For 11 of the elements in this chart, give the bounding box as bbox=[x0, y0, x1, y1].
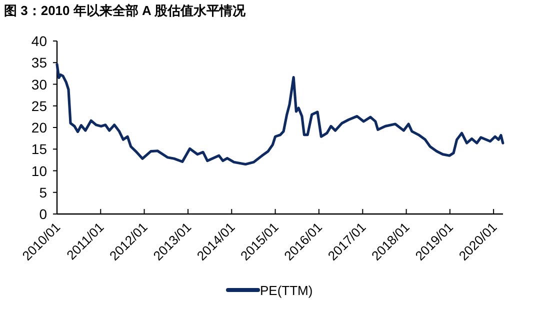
y-tick-label: 20 bbox=[31, 120, 48, 136]
y-tick-label: 0 bbox=[39, 206, 48, 222]
legend-label: PE(TTM) bbox=[260, 283, 313, 298]
y-tick-label: 25 bbox=[31, 98, 48, 114]
y-tick-label: 10 bbox=[31, 162, 48, 179]
y-tick-label: 35 bbox=[31, 54, 48, 71]
y-tick-label: 30 bbox=[31, 76, 48, 92]
y-tick-label: 40 bbox=[31, 33, 48, 49]
y-tick-label: 5 bbox=[39, 184, 48, 200]
title: 图 3：2010 年以来全部 A 股估值水平情况 bbox=[4, 3, 246, 18]
y-tick-label: 15 bbox=[31, 141, 48, 158]
